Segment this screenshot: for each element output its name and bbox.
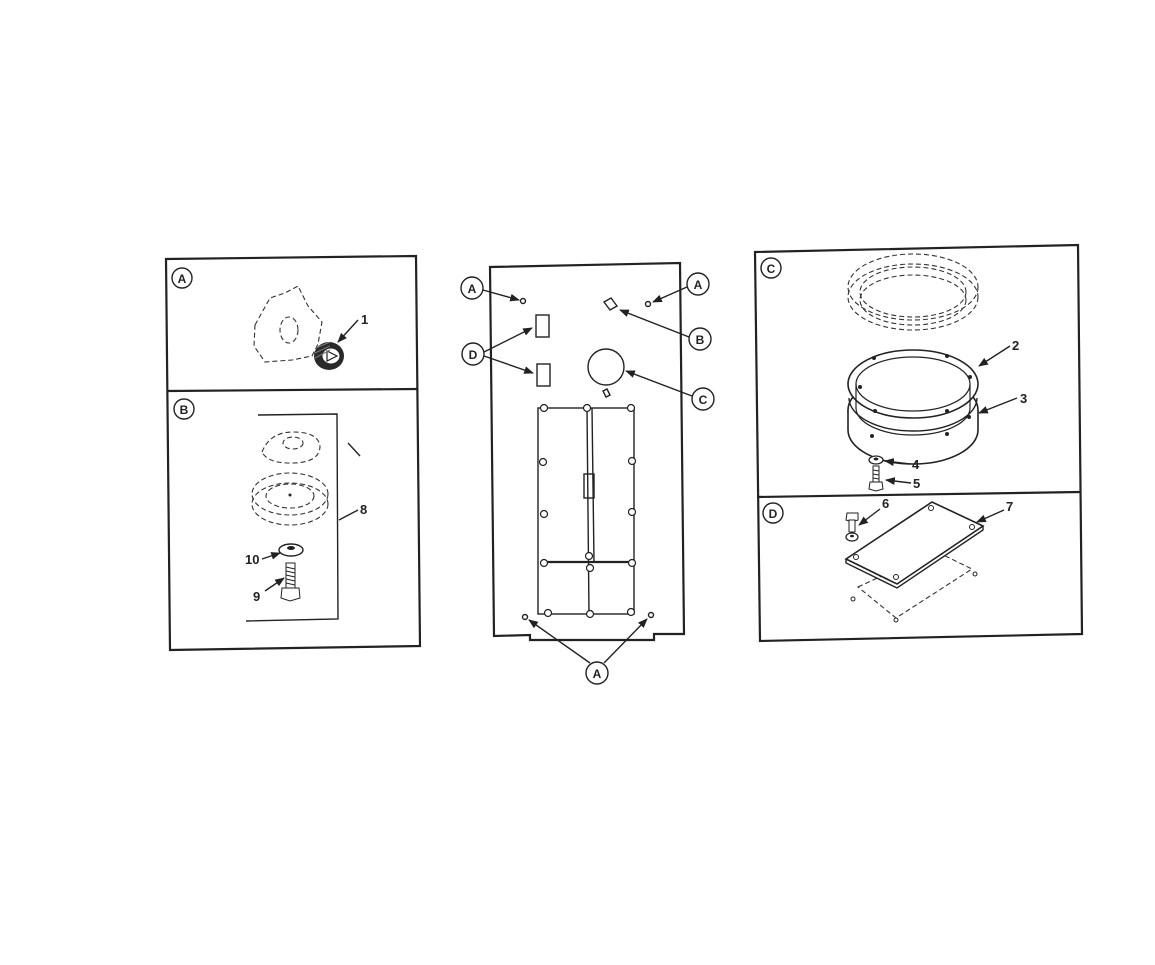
hole-a-bottom-right [647,611,655,619]
leader-d-lower [483,355,534,374]
leader-2 [978,345,1011,367]
left-panel-divider [166,387,419,393]
hole-a-top-left [519,297,527,305]
leader-c [625,370,693,397]
hole-a-bottom-left [521,613,529,621]
gear-dashed [251,472,329,526]
leader-b [619,309,690,338]
leader-a-bottom-right [603,618,648,664]
item-number-7: 7 [1006,499,1013,514]
item-number-5: 5 [913,476,920,491]
leader-6 [858,508,881,526]
pipe-plug [314,341,344,370]
hatch-mark [347,442,361,457]
gasket-grid [537,403,637,619]
callout-circle [171,267,193,289]
leader-a-bottom-left [528,619,591,664]
callout-a-bottom-label: A [593,667,602,681]
callout-b [688,327,712,351]
detail-b-callout: B [180,403,189,417]
gear-housing-cutaway [245,413,339,622]
callout-c [691,387,715,411]
cap-screw-c [868,465,884,492]
callout-a-top-left-label: A [468,282,477,296]
callout-a-top-right-label: A [694,278,703,292]
opening-c [587,348,625,386]
cap-screw [280,562,301,602]
center-panel: A A B D C A [460,261,715,685]
leader-9 [264,577,285,592]
housing-outline [253,285,323,363]
small-plug [602,388,611,398]
leader-7 [976,509,1005,523]
cover-d-lower [536,363,551,387]
callout-c-label: C [699,393,708,407]
lock-washer-c [868,455,884,465]
callout-b-label: B [696,333,705,347]
item-number-2: 2 [1012,338,1019,353]
leader-8 [338,509,359,521]
item-number-9: 9 [253,589,260,604]
callout-a-bottom [585,661,609,685]
item-number-1: 1 [361,312,368,327]
item-number-6: 6 [882,496,889,511]
left-panel-frame [164,254,422,652]
callout-circle [760,257,782,279]
plug-b [602,297,619,311]
callout-d [461,342,485,366]
callout-a-top-left [460,276,484,300]
detail-a: A 1 [171,267,368,370]
left-panel: A 1 B [164,254,422,652]
item-number-3: 3 [1020,391,1027,406]
leader-5 [885,477,912,485]
callout-circle [173,398,195,420]
item-number-4: 4 [912,457,920,472]
leader-d-upper [483,327,533,353]
lock-washer [278,543,304,557]
right-panel-divider [756,490,1081,499]
access-cover [844,501,985,589]
hole-a-top-right [644,300,652,308]
gasket-ring-dashed [847,253,979,331]
cover-d-upper [535,314,550,338]
leader-a-top-left [482,289,520,302]
cap-screw-d [845,512,859,533]
detail-c: C [760,253,1027,492]
detail-c-callout: C [767,262,776,276]
adapter-ring [847,349,979,465]
right-panel: C [753,243,1084,643]
leader-3 [978,397,1018,414]
pump-cover-dashed [261,431,321,464]
right-panel-frame [753,243,1084,643]
item-number-10: 10 [245,552,259,567]
detail-b: B 8 1 [173,398,367,622]
housing-plate-outline [488,261,686,642]
leader-10 [261,552,281,560]
lock-washer-d [845,532,859,542]
detail-d-callout: D [769,507,778,521]
detail-a-callout: A [178,272,187,286]
leader-a-top-right [652,286,688,303]
callout-a-top-right [686,272,710,296]
leader-4 [884,458,911,466]
leader-1 [337,319,359,343]
item-number-8: 8 [360,502,367,517]
detail-d: D 6 7 [762,496,1013,623]
callout-circle [762,502,784,524]
threaded-hole [279,316,299,344]
callout-d-label: D [469,348,478,362]
